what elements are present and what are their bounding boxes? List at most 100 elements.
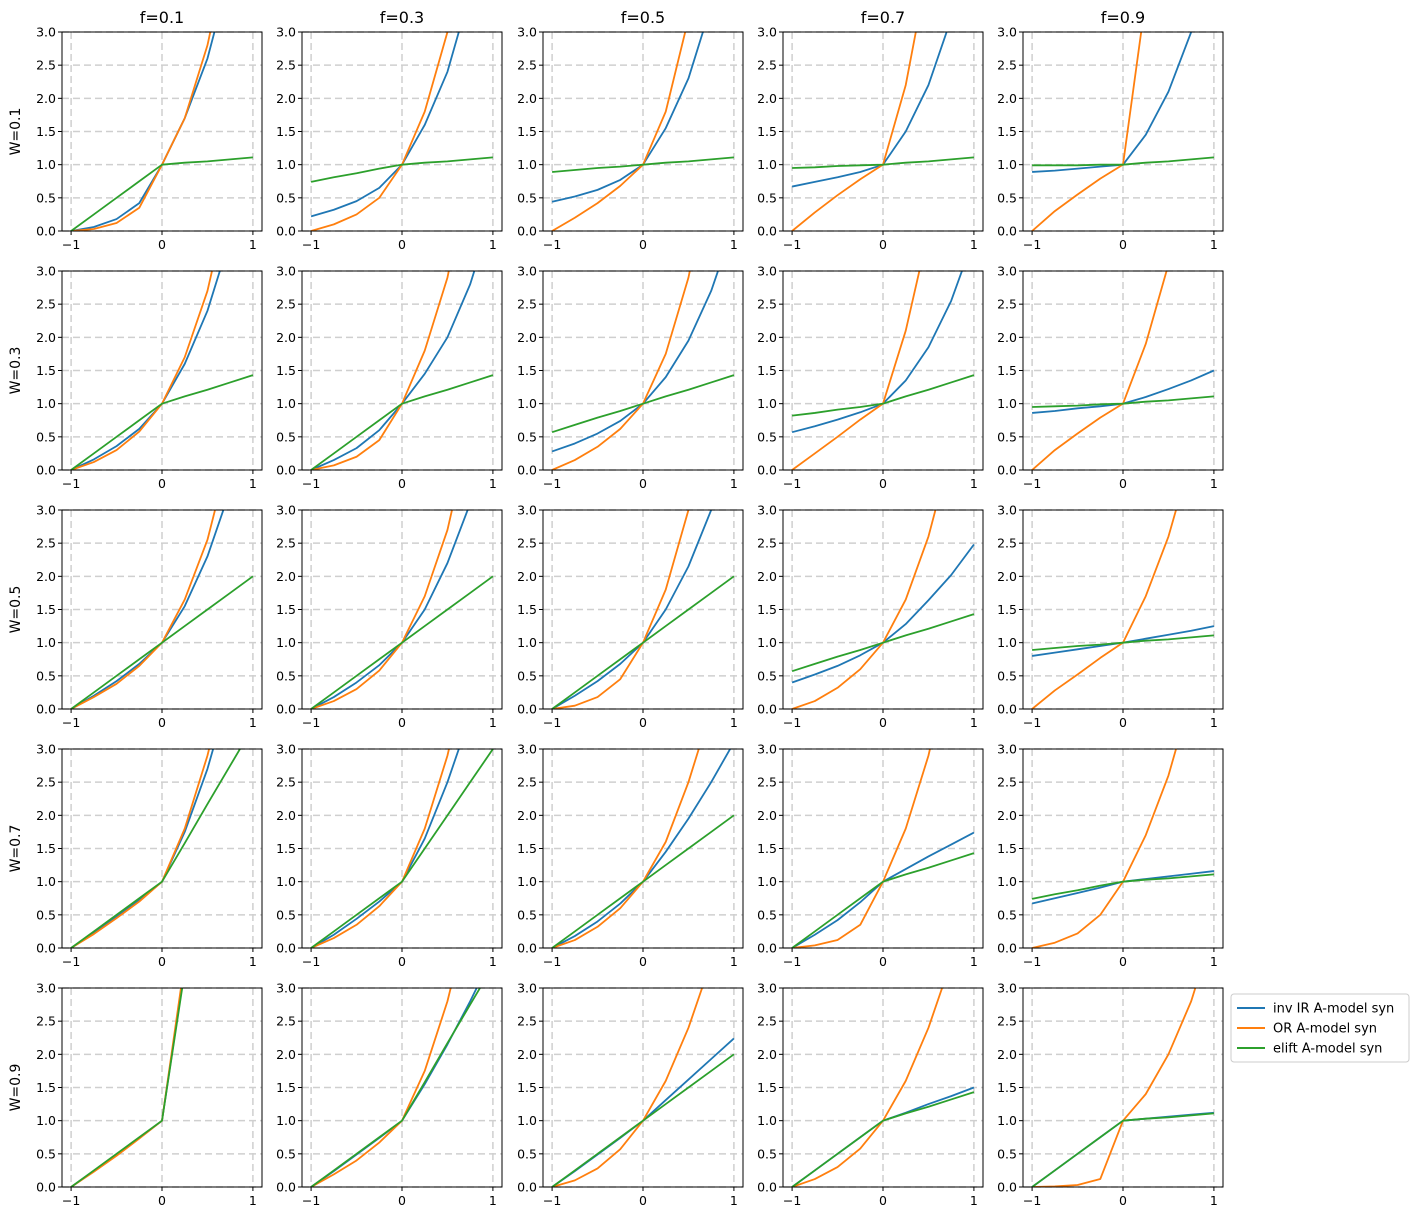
y-tick-label: 1.0 <box>36 1113 56 1128</box>
series-group <box>791 32 974 231</box>
series-line-elift <box>70 988 184 1187</box>
x-tick-label: −1 <box>543 1193 561 1208</box>
y-tick-label: 2.0 <box>517 330 537 345</box>
y-tick-label: 1.0 <box>997 1113 1017 1128</box>
y-tick-label: 2.5 <box>36 536 56 551</box>
x-tick-label: 0 <box>398 237 406 252</box>
x-tick-label: 1 <box>970 954 978 969</box>
series-line-elift <box>1032 395 1214 408</box>
series-line-elift <box>791 613 975 673</box>
y-tick-label: 1.5 <box>997 124 1017 139</box>
row-label: W=0.7 <box>8 825 24 873</box>
y-tick-label: 1.5 <box>517 363 537 378</box>
y-tick-label: 2.5 <box>36 775 56 790</box>
x-tick-label: 0 <box>158 476 166 491</box>
series-line-elift <box>551 814 735 948</box>
x-tick-label: −1 <box>302 476 320 491</box>
x-tick-label: −1 <box>783 1193 801 1208</box>
x-tick-label: 1 <box>1210 476 1218 491</box>
series-group <box>310 749 494 948</box>
y-tick-label: 3.0 <box>517 981 537 996</box>
legend-frame <box>1230 993 1410 1063</box>
series-line-elift <box>310 988 482 1187</box>
y-tick-label: 2.5 <box>517 775 537 790</box>
series-line-elift <box>1032 156 1214 167</box>
y-tick-label: 3.0 <box>757 503 777 518</box>
x-tick-label: −1 <box>62 237 80 252</box>
y-tick-label: 2.5 <box>276 58 296 73</box>
y-tick-label: 2.5 <box>757 775 777 790</box>
series-group <box>1031 32 1214 231</box>
series-group <box>70 271 254 470</box>
y-tick-label: 0.5 <box>517 190 537 205</box>
y-tick-label: 0.5 <box>36 907 56 922</box>
y-tick-label: 1.0 <box>997 157 1017 172</box>
y-tick-label: 0.0 <box>276 941 296 956</box>
x-tick-label: 0 <box>1119 954 1127 969</box>
y-tick-label: 0.0 <box>757 941 777 956</box>
subplot-panel: 0.0 0.5 1.0 1.5 2.0 2.5 3.0 −1 0 1 <box>757 503 984 730</box>
y-tick-label: 2.0 <box>517 91 537 106</box>
y-tick-label: 3.0 <box>517 503 537 518</box>
y-tick-label: 2.5 <box>276 536 296 551</box>
y-tick-label: 1.0 <box>276 396 296 411</box>
x-tick-label: 1 <box>730 1193 738 1208</box>
x-tick-label: −1 <box>1023 1193 1041 1208</box>
y-tick-label: 2.5 <box>276 1014 296 1029</box>
x-tick-label: 0 <box>1119 1193 1127 1208</box>
x-tick-label: −1 <box>543 476 561 491</box>
subplot-panel: 0.0 0.5 1.0 1.5 2.0 2.5 3.0 −1 0 1 <box>517 25 744 252</box>
y-tick-label: 1.0 <box>997 396 1017 411</box>
y-tick-label: 2.0 <box>36 808 56 823</box>
y-tick-label: 3.0 <box>276 503 296 518</box>
y-tick-label: 1.0 <box>517 396 537 411</box>
series-line-elift <box>551 374 735 434</box>
subplot-panel: 0.0 0.5 1.0 1.5 2.0 2.5 3.0 −1 0 1 <box>757 25 984 252</box>
row-label: W=0.5 <box>8 586 24 634</box>
x-tick-label: 1 <box>249 715 257 730</box>
series-line-elift <box>792 156 974 169</box>
y-tick-label: 0.0 <box>276 463 296 478</box>
x-tick-label: −1 <box>783 237 801 252</box>
legend: inv IR A-model syn OR A-model syn elift A-… <box>1230 993 1410 1063</box>
y-tick-label: 1.0 <box>276 635 296 650</box>
x-tick-label: 0 <box>398 715 406 730</box>
y-tick-label: 2.5 <box>997 775 1017 790</box>
series-group <box>551 32 734 231</box>
y-tick-label: 1.0 <box>36 157 56 172</box>
y-tick-label: 3.0 <box>997 25 1017 40</box>
y-tick-label: 2.0 <box>36 1047 56 1062</box>
y-tick-label: 2.0 <box>757 91 777 106</box>
y-tick-label: 1.0 <box>757 635 777 650</box>
series-group <box>791 749 975 948</box>
y-tick-label: 3.0 <box>517 264 537 279</box>
x-tick-label: 0 <box>639 954 647 969</box>
y-tick-label: 0.5 <box>757 1146 777 1161</box>
series-group <box>310 988 482 1187</box>
subplot-panel: 0.0 0.5 1.0 1.5 2.0 2.5 3.0 −1 0 1 <box>517 264 744 491</box>
x-tick-label: 1 <box>1210 954 1218 969</box>
y-tick-label: 1.0 <box>517 157 537 172</box>
y-tick-label: 1.0 <box>517 635 537 650</box>
y-tick-label: 0.5 <box>997 668 1017 683</box>
subplot-panel: 0.0 0.5 1.0 1.5 2.0 2.5 3.0 −1 0 1 <box>517 981 744 1208</box>
x-tick-label: 0 <box>398 476 406 491</box>
series-line-elift <box>70 575 254 709</box>
y-tick-label: 0.0 <box>276 702 296 717</box>
y-tick-label: 0.5 <box>517 429 537 444</box>
y-tick-label: 2.5 <box>757 58 777 73</box>
y-tick-label: 0.0 <box>36 463 56 478</box>
x-tick-label: 0 <box>879 715 887 730</box>
y-tick-label: 1.0 <box>997 635 1017 650</box>
y-tick-label: 3.0 <box>757 264 777 279</box>
y-tick-label: 1.0 <box>517 1113 537 1128</box>
x-tick-label: 1 <box>1210 1193 1218 1208</box>
y-tick-label: 1.0 <box>757 1113 777 1128</box>
series-group <box>70 32 253 231</box>
y-tick-label: 3.0 <box>517 25 537 40</box>
y-tick-label: 2.0 <box>997 1047 1017 1062</box>
series-line-elift <box>1031 873 1214 900</box>
subplot-panel: 0.0 0.5 1.0 1.5 2.0 2.5 3.0 −1 0 1 <box>276 264 503 491</box>
y-tick-label: 1.0 <box>757 396 777 411</box>
y-tick-label: 0.0 <box>36 941 56 956</box>
